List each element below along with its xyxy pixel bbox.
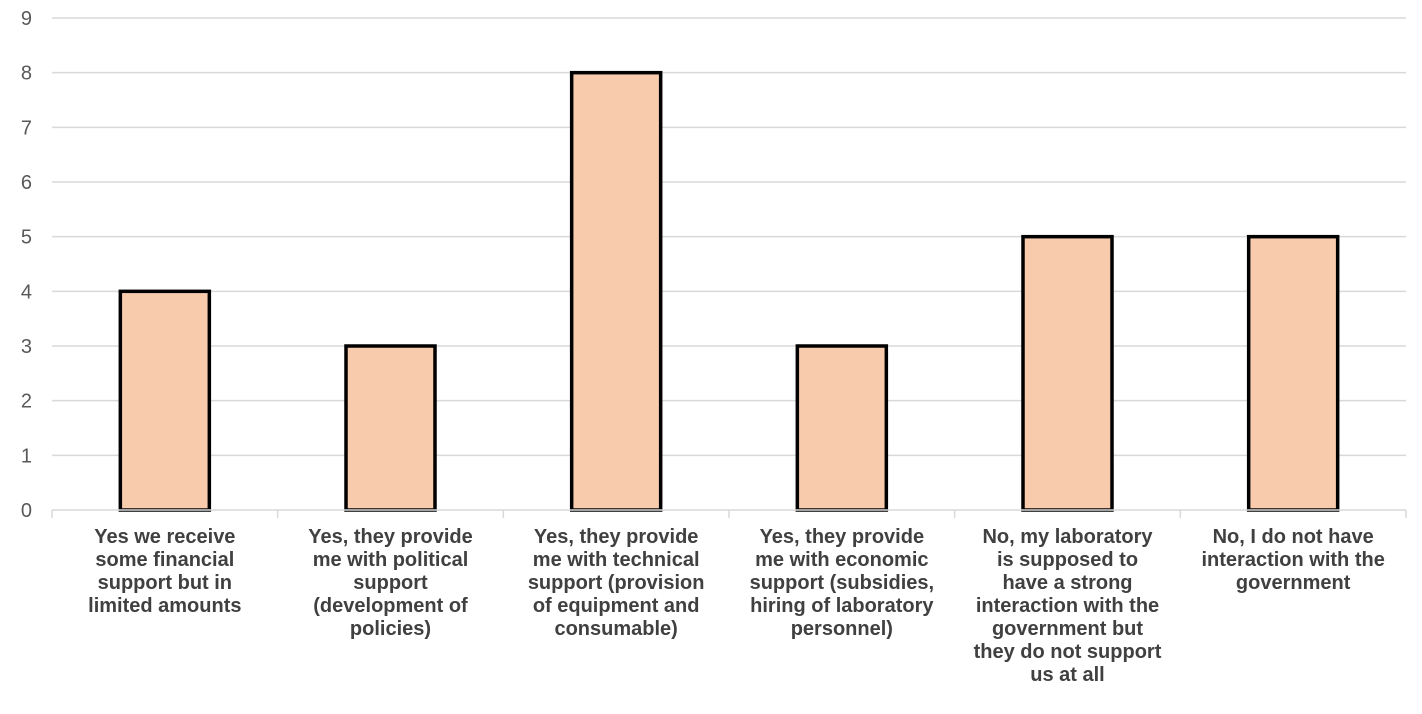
x-category-label: Yes, they provide me with technical supp… <box>527 526 705 640</box>
y-tick-label: 4 <box>21 281 32 303</box>
bar <box>1246 234 1340 512</box>
y-tick-label: 9 <box>21 8 32 30</box>
x-category-label: No, I do not have interaction with the g… <box>1201 526 1385 594</box>
y-tick-label: 1 <box>21 445 32 467</box>
bar <box>1021 234 1114 512</box>
bar <box>118 289 212 512</box>
y-tick-label: 0 <box>21 500 32 522</box>
gridlines <box>52 17 1406 457</box>
x-category-label: Yes we receive some financial support bu… <box>88 526 242 617</box>
y-tick-label: 7 <box>21 117 32 139</box>
y-tick-label: 6 <box>21 172 32 194</box>
bar <box>344 344 437 512</box>
x-category-label: Yes, they provide me with economic suppo… <box>749 526 935 640</box>
y-tick-label: 3 <box>21 336 32 358</box>
x-category-label: No, my laboratory is supposed to have a … <box>973 526 1162 686</box>
y-axis-tick-labels: 0 1 2 3 4 5 6 7 8 9 <box>21 8 32 522</box>
bar <box>569 70 663 512</box>
y-tick-label: 5 <box>21 227 32 249</box>
bar <box>795 344 889 512</box>
y-tick-label: 8 <box>21 63 32 85</box>
x-axis <box>51 509 1407 518</box>
y-tick-label: 2 <box>21 391 32 413</box>
x-category-label: Yes, they provide me with political supp… <box>308 526 473 640</box>
bars <box>118 70 1340 512</box>
